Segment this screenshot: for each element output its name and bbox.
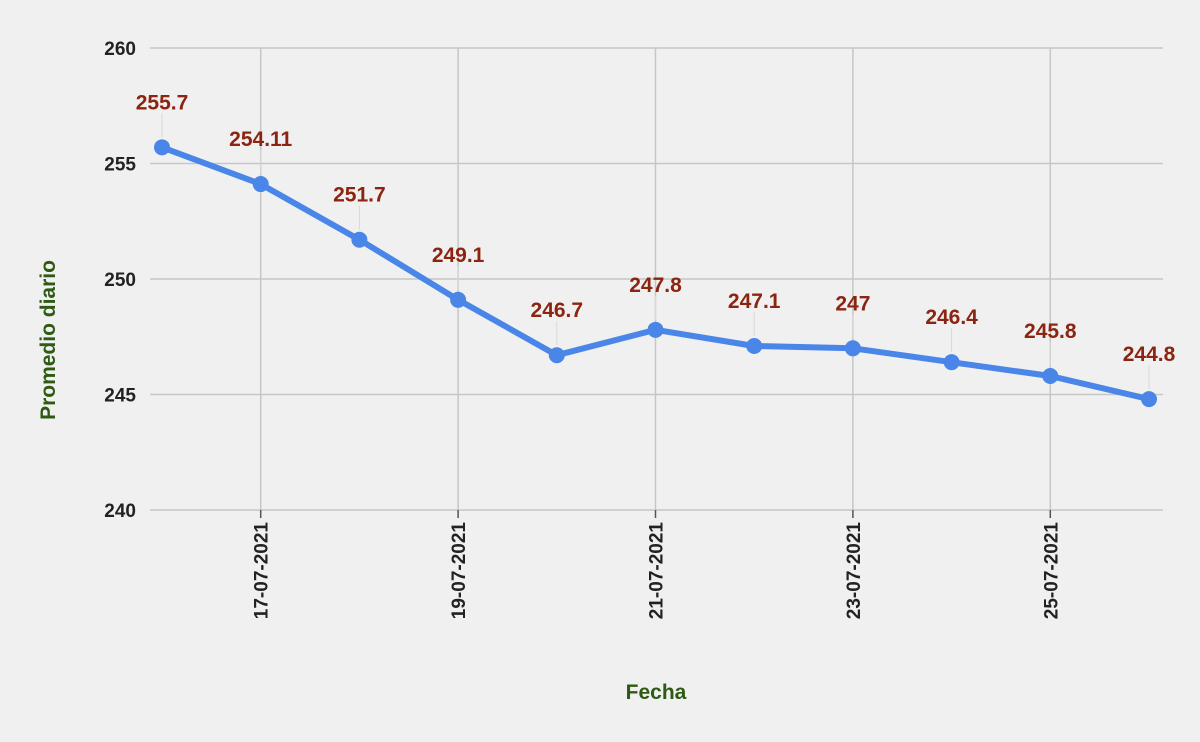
data-point [548,347,565,364]
y-tick-label: 250 [104,270,136,291]
data-label: 246.7 [531,299,584,322]
data-label: 246.4 [925,306,978,329]
data-point [1141,391,1157,408]
data-point [252,176,269,193]
y-tick-label: 255 [104,155,136,176]
data-labels: 255.7 254.11 251.7 249.1 246.7 247.8 247.1 247 2… [136,91,1176,390]
data-label: 254.11 [229,128,292,151]
data-label: 247.8 [629,274,682,297]
x-tick-label: 19-07-2021 [449,522,470,620]
x-axis-title: Fecha [626,681,687,704]
grid-lines [150,47,1163,518]
data-point [746,337,763,354]
data-point [647,321,664,338]
x-axis-ticks: 17-07-2021 19-07-2021 21-07-2021 23-07-2021… [252,522,1063,620]
series-line-group [154,139,1157,408]
data-point [943,354,960,371]
y-tick-label: 240 [104,501,136,522]
x-tick-label: 25-07-2021 [1041,522,1062,620]
x-tick-label: 23-07-2021 [844,522,865,620]
data-point [154,139,170,156]
data-label: 255.7 [136,91,189,114]
data-label: 249.1 [432,244,485,267]
y-tick-label: 260 [104,39,136,60]
data-label: 247.1 [728,290,781,313]
data-label: 244.8 [1123,343,1176,366]
data-point [450,291,467,308]
data-label: 247 [835,292,870,315]
data-point [844,340,861,357]
y-axis-ticks: 240 245 250 255 260 [104,39,136,522]
y-tick-label: 245 [104,386,136,407]
y-axis-title: Promedio diario [37,260,60,420]
data-label: 251.7 [333,184,386,207]
data-label: 245.8 [1024,320,1077,343]
data-point [1042,368,1059,385]
data-point [351,231,368,248]
x-tick-label: 17-07-2021 [252,522,273,620]
x-tick-label: 21-07-2021 [647,522,668,620]
